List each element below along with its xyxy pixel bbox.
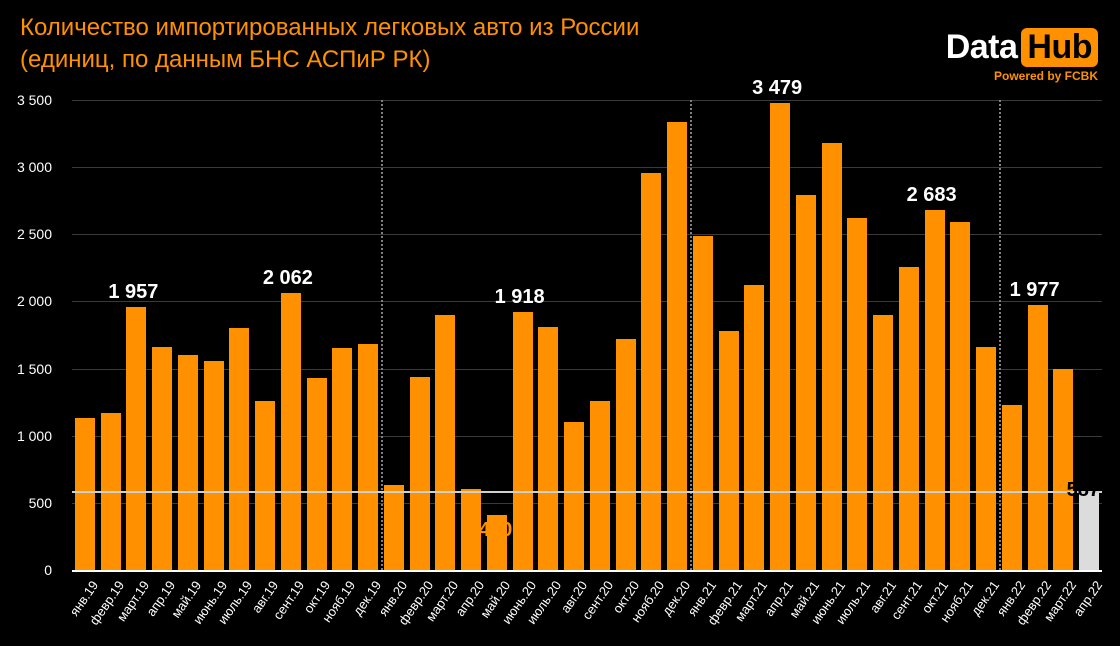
y-tick-label: 3 000 — [17, 159, 52, 175]
logo: Data Hub Powered by FCBK — [946, 28, 1098, 83]
bar — [332, 348, 352, 570]
bar — [873, 315, 893, 570]
bar — [925, 210, 945, 570]
bar — [744, 285, 764, 570]
y-tick-label: 500 — [29, 495, 52, 511]
logo-text-hub: Hub — [1021, 28, 1098, 67]
logo-subtext: Powered by FCBK — [946, 69, 1098, 83]
gridline — [72, 301, 1102, 302]
bar — [384, 485, 404, 570]
logo-text-data: Data — [946, 28, 1018, 67]
bar — [847, 218, 867, 570]
y-tick-label: 1 000 — [17, 428, 52, 444]
bar — [616, 339, 636, 570]
bar — [281, 293, 301, 570]
gridline — [72, 167, 1102, 168]
bar — [950, 222, 970, 570]
bar — [410, 377, 430, 570]
plot-area: 1 9572 0624101 9183 4792 6831 977587 — [72, 100, 1102, 570]
x-axis: янв.19февр.19март.19апр.19май.19июнь.19и… — [72, 572, 1102, 642]
bar — [770, 103, 790, 570]
reference-line — [72, 491, 1102, 493]
baseline — [72, 570, 1102, 572]
data-callout: 587 — [1067, 479, 1100, 502]
data-callout: 2 062 — [263, 267, 313, 290]
bar — [1079, 491, 1099, 570]
bar — [307, 378, 327, 570]
data-callout: 1 918 — [495, 286, 545, 309]
bar — [1053, 369, 1073, 570]
data-callout: 1 977 — [1010, 279, 1060, 302]
bar — [126, 307, 146, 570]
bar — [152, 347, 172, 570]
year-separator — [381, 100, 383, 570]
bar — [358, 344, 378, 570]
bar — [204, 361, 224, 570]
bar — [255, 401, 275, 570]
bar — [796, 195, 816, 570]
data-callout: 1 957 — [108, 281, 158, 304]
logo-main: Data Hub — [946, 28, 1098, 67]
gridline — [72, 369, 1102, 370]
bar — [590, 401, 610, 570]
chart-frame: Количество импортированных легковых авто… — [0, 0, 1120, 646]
gridline — [72, 100, 1102, 101]
bar — [667, 122, 687, 571]
data-callout: 2 683 — [907, 184, 957, 207]
title-line-1: Количество импортированных легковых авто… — [20, 12, 639, 44]
title-line-2: (единиц, по данным БНС АСПиР РК) — [20, 44, 639, 76]
bar — [899, 267, 919, 570]
bar — [1002, 405, 1022, 570]
data-callout: 3 479 — [752, 77, 802, 100]
y-axis: 05001 0001 5002 0002 5003 0003 500 — [0, 100, 62, 570]
bar — [693, 236, 713, 570]
bar — [976, 347, 996, 570]
bar — [178, 355, 198, 570]
data-callout: 410 — [479, 519, 512, 542]
bar — [538, 327, 558, 570]
bar — [513, 312, 533, 570]
y-tick-label: 3 500 — [17, 92, 52, 108]
y-tick-label: 1 500 — [17, 361, 52, 377]
y-tick-label: 0 — [44, 562, 52, 578]
bars-layer — [72, 100, 1102, 570]
y-tick-label: 2 000 — [17, 293, 52, 309]
bar — [719, 331, 739, 570]
bar — [641, 173, 661, 570]
gridline — [72, 503, 1102, 504]
gridline — [72, 234, 1102, 235]
year-separator — [690, 100, 692, 570]
chart-title: Количество импортированных легковых авто… — [20, 12, 639, 77]
gridline — [72, 436, 1102, 437]
y-tick-label: 2 500 — [17, 226, 52, 242]
bar — [229, 328, 249, 570]
bar — [1028, 305, 1048, 570]
bar — [822, 143, 842, 570]
bar — [75, 418, 95, 570]
bar — [435, 315, 455, 570]
bar — [564, 422, 584, 570]
year-separator — [999, 100, 1001, 570]
